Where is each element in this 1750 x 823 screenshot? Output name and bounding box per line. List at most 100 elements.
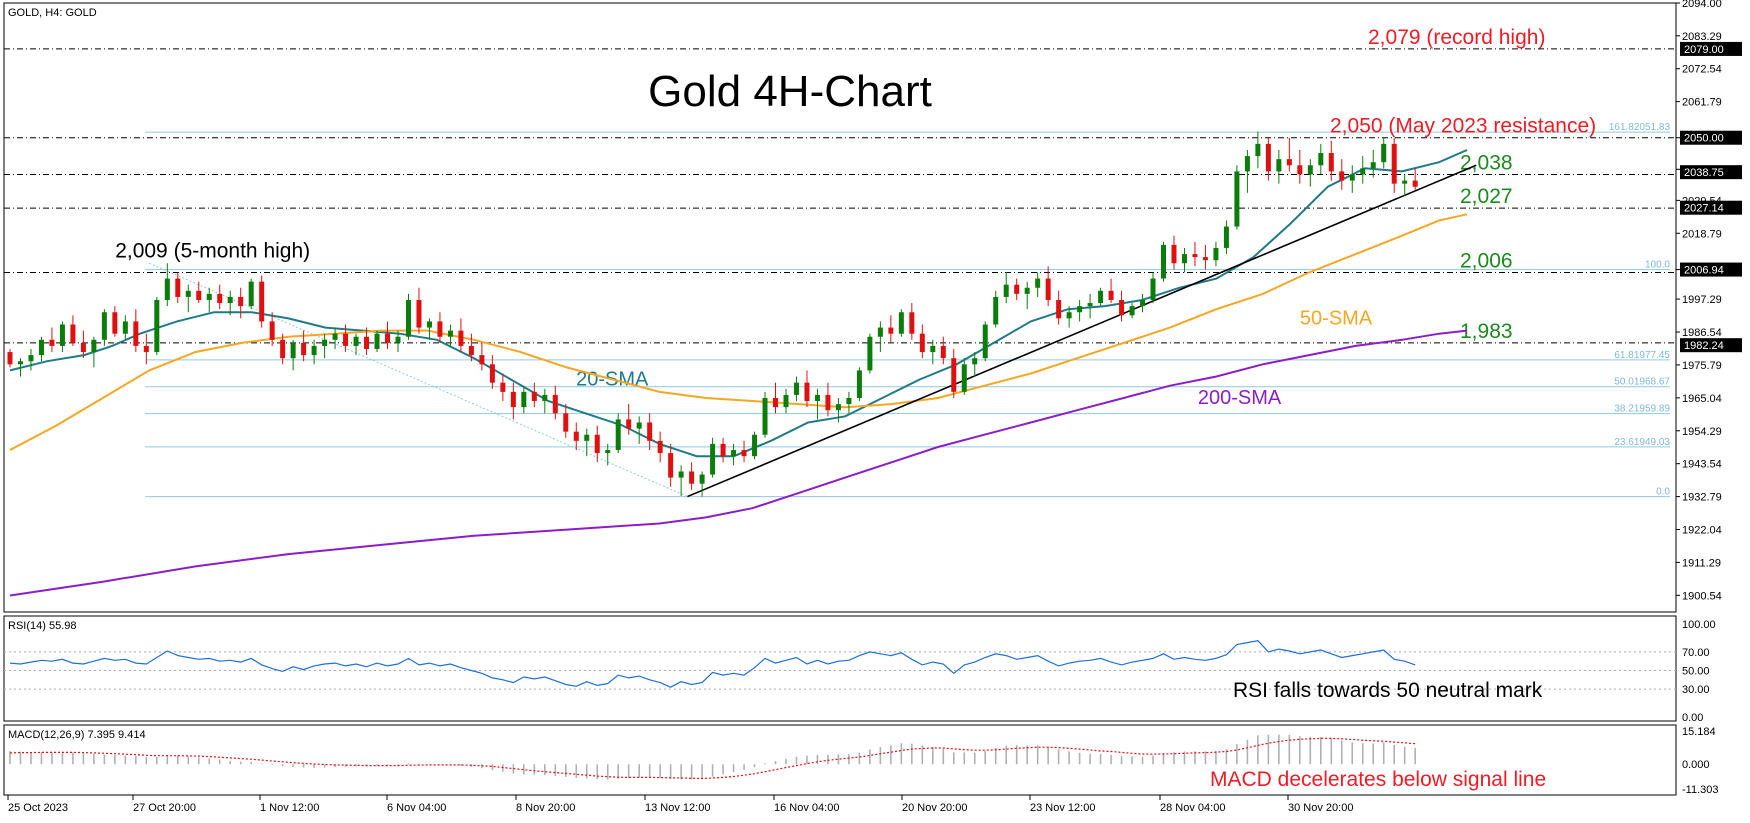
candle-body	[322, 339, 328, 346]
macd-tick-label: 0.000	[1682, 759, 1710, 771]
candle-body	[982, 324, 988, 359]
price-tick-label: 1911.29	[1682, 557, 1721, 569]
candle-body	[1024, 287, 1030, 294]
price-tick-label: 1965.04	[1682, 393, 1722, 405]
candle-body	[888, 327, 894, 334]
price-tick-label: 1986.54	[1682, 327, 1722, 339]
candle-body	[531, 391, 537, 402]
candle-body	[1202, 257, 1208, 261]
candle-body	[657, 440, 663, 454]
rsi-annotation: RSI falls towards 50 neutral mark	[1233, 679, 1543, 702]
macd-annotation: MACD decelerates below signal line	[1210, 768, 1546, 791]
candle-body	[479, 355, 485, 365]
candle-body	[1181, 254, 1187, 264]
fibonacci-layer: 161.82051.83 100.0 61.81977.45 50.01968.67 3…	[145, 122, 1670, 498]
rsi-layer: 100.00 70.00 50.00 30.00 0.00	[4, 619, 1716, 724]
candle-body	[1129, 306, 1135, 316]
candle-body	[164, 278, 170, 300]
candle-body	[143, 345, 149, 353]
horizontal-level-label: 2,038	[1460, 151, 1513, 174]
rsi-pane-frame	[3, 615, 1677, 722]
time-tick-label: 30 Nov 20:00	[1288, 802, 1353, 814]
macd-tick-label: 15.184	[1682, 726, 1716, 738]
fib-level-label: 38.21959.89	[1614, 404, 1670, 415]
candle-body	[930, 345, 936, 353]
candle-body	[605, 450, 611, 454]
candle-body	[343, 333, 349, 346]
candle-body	[7, 352, 13, 365]
fib-level-label: 100.0	[1645, 260, 1670, 271]
fib-level-label: 23.61949.03	[1614, 437, 1670, 448]
candle-body	[877, 327, 883, 337]
rsi-tick-label: 100.00	[1682, 619, 1716, 631]
candle-body	[1265, 143, 1271, 172]
price-tick-label: 2061.79	[1682, 97, 1722, 109]
candle-body	[993, 296, 999, 325]
candle-body	[1223, 226, 1229, 248]
candle-body	[1087, 303, 1093, 307]
candle-body	[825, 394, 831, 411]
horizontal-level-label: 2,050 (May 2023 resistance)	[1330, 115, 1596, 138]
candle-body	[175, 278, 181, 297]
symbol-header: GOLD, H4: GOLD	[8, 7, 97, 19]
candle-body	[101, 312, 107, 340]
candle-body	[542, 394, 548, 402]
candle-body	[91, 339, 97, 353]
candle-body	[1402, 180, 1408, 184]
candle-body	[49, 339, 55, 346]
macd-header: MACD(12,26,9) 7.395 9.414	[8, 729, 146, 741]
candle-body	[804, 382, 810, 402]
candle-body	[17, 361, 23, 365]
horizontal-level-label: 2,027	[1460, 185, 1513, 208]
candle-body	[1328, 153, 1334, 172]
candle-body	[626, 419, 632, 429]
candle-body	[395, 336, 401, 343]
price-tick-label: 1954.29	[1682, 426, 1722, 438]
fib-level-label: 50.01968.67	[1614, 377, 1670, 388]
candle-body	[1318, 153, 1324, 166]
candle-body	[206, 293, 212, 300]
candle-body	[720, 443, 726, 457]
candle-body	[689, 471, 695, 484]
time-tick-label: 6 Nov 04:00	[387, 802, 446, 814]
candle-body	[301, 342, 307, 356]
candle-body	[426, 321, 432, 328]
candle-body	[1066, 312, 1072, 319]
macd-layer: 15.184 0.000 -11.303	[9, 726, 1719, 796]
price-pane-frame	[3, 2, 1677, 613]
candle-body	[615, 419, 621, 451]
candle-body	[1360, 168, 1366, 175]
annotations-layer: 2,009 (5-month high)	[115, 239, 310, 262]
price-tag-box	[1680, 262, 1742, 277]
price-tick-label: 1975.79	[1682, 360, 1722, 372]
candle-body	[1150, 278, 1156, 300]
candle-body	[196, 290, 202, 300]
time-tick-label: 23 Nov 12:00	[1030, 802, 1095, 814]
candle-body	[405, 299, 411, 337]
candle-body	[248, 281, 254, 307]
candle-body	[898, 312, 904, 334]
time-tick-label: 27 Oct 20:00	[133, 802, 196, 814]
macd-tick-label: -11.303	[1682, 784, 1719, 796]
candle-body	[1108, 290, 1114, 300]
candle-body	[238, 296, 244, 307]
candle-body	[563, 413, 569, 432]
candle-body	[259, 281, 265, 322]
candle-body	[678, 471, 684, 478]
candle-body	[741, 450, 747, 457]
candle-body	[1276, 159, 1282, 172]
candle-body	[731, 450, 737, 457]
candle-body	[154, 299, 160, 353]
candle-body	[1297, 165, 1303, 175]
price-tick-label: 2072.54	[1682, 64, 1722, 76]
candle-body	[846, 397, 852, 405]
price-tag-label: 2006.94	[1684, 265, 1724, 277]
candle-body	[773, 397, 779, 408]
candle-body	[783, 394, 789, 408]
time-tick-label: 1 Nov 12:00	[260, 802, 319, 814]
candle-body	[416, 299, 422, 328]
price-tag-box	[1680, 41, 1742, 56]
candle-body	[1349, 174, 1355, 181]
candle-body	[385, 333, 391, 343]
candle-body	[374, 333, 380, 349]
